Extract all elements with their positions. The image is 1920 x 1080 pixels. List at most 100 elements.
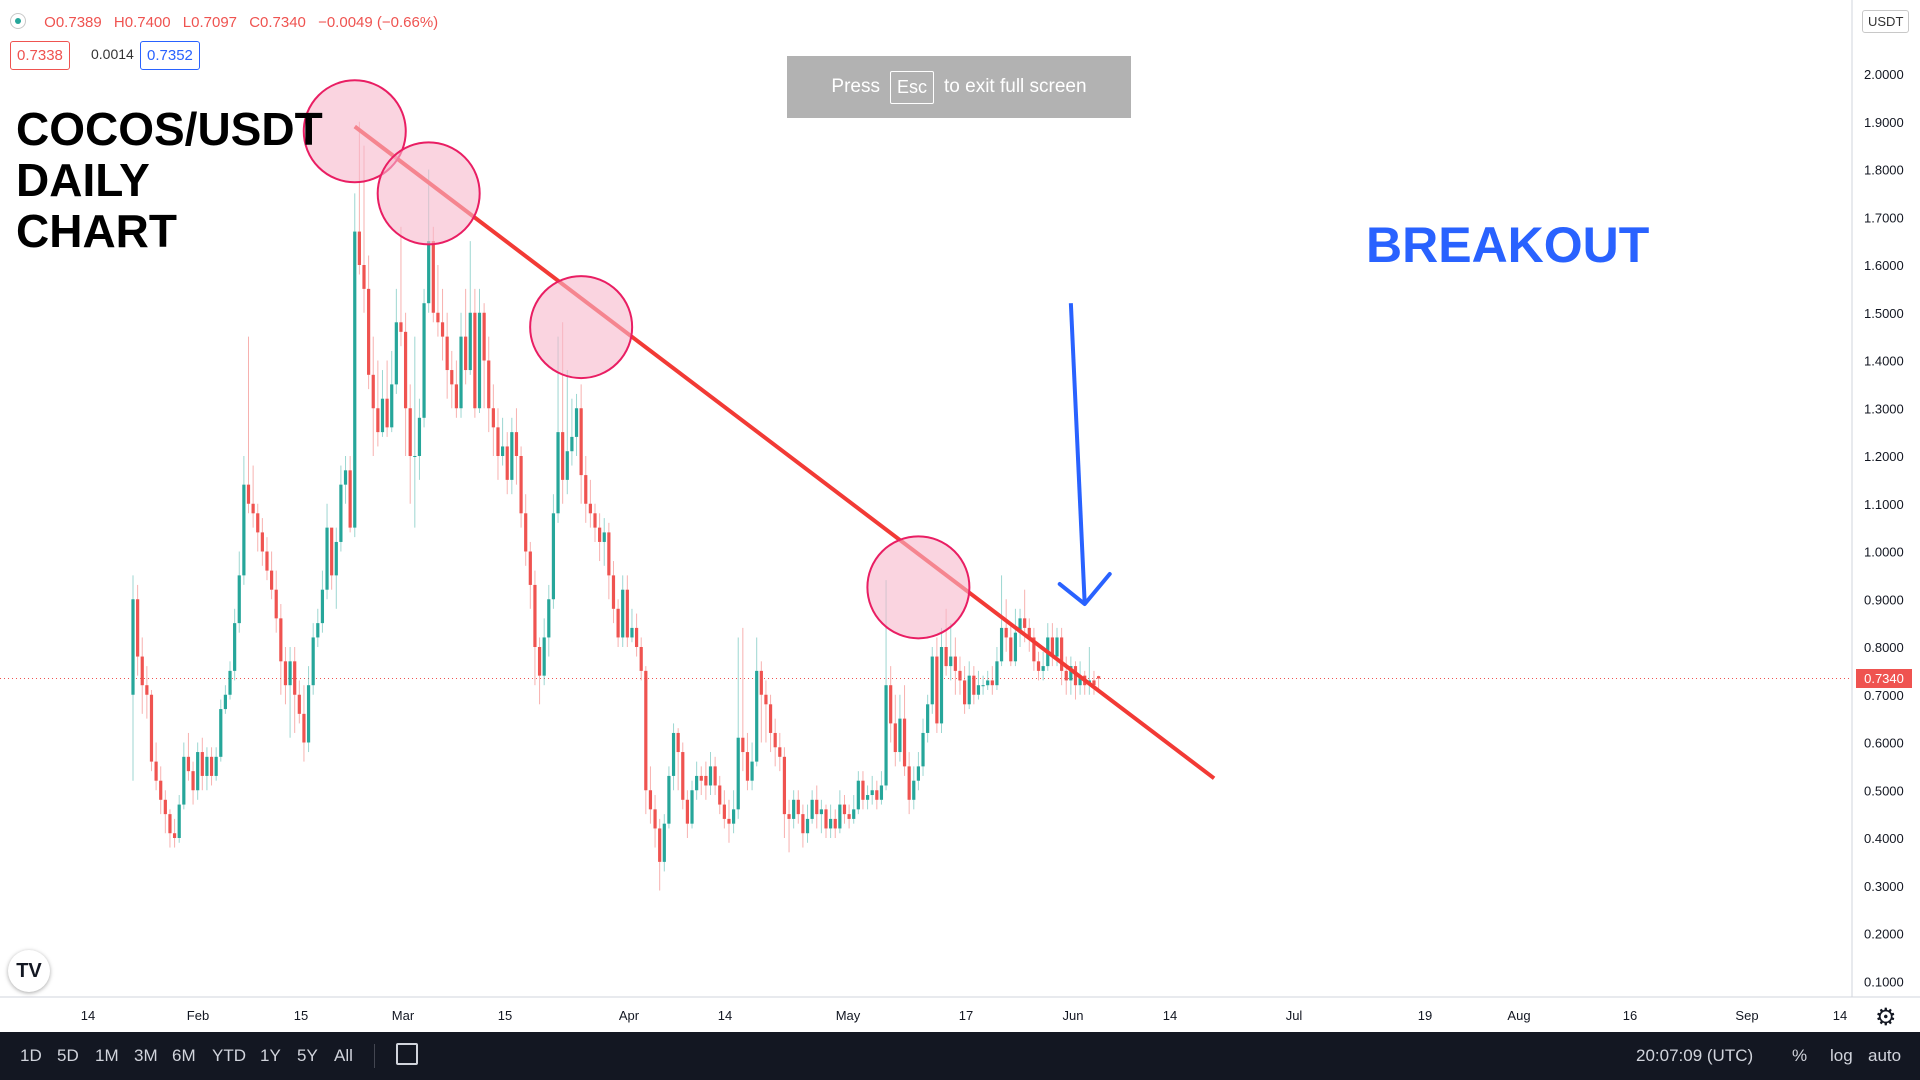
candle-body	[755, 670, 759, 762]
candle-body	[1009, 637, 1013, 662]
candle-body	[607, 532, 611, 576]
candle-body	[459, 336, 463, 409]
timeframe-5d[interactable]: 5D	[57, 1046, 79, 1065]
candle-body	[380, 398, 385, 433]
candle-body	[939, 647, 944, 724]
calendar-icon[interactable]	[396, 1043, 418, 1065]
auto-scale-toggle[interactable]: auto	[1868, 1046, 1902, 1065]
tradingview-logo-icon[interactable]: TV	[8, 950, 50, 992]
candle-body	[408, 408, 412, 456]
y-axis-tick-label: 0.1000	[1864, 974, 1904, 989]
candle-body	[986, 680, 990, 686]
sell-price-box[interactable]: 0.7338	[10, 41, 70, 70]
candle-body	[773, 732, 777, 748]
candle-body	[574, 408, 579, 437]
timeframe-1d[interactable]: 1D	[20, 1046, 42, 1065]
candle-body	[311, 637, 315, 686]
candle-body	[639, 647, 643, 671]
candle-body	[829, 818, 833, 829]
candle-body	[228, 670, 232, 695]
candle-body	[976, 685, 981, 695]
candle-body	[801, 814, 805, 834]
y-axis-tick-label: 1.0000	[1864, 545, 1904, 560]
percent-scale-toggle[interactable]: %	[1792, 1046, 1808, 1065]
gear-icon[interactable]: ⚙	[1875, 1004, 1897, 1031]
close-value: C0.7340	[249, 14, 306, 31]
timeframe-ytd[interactable]: YTD	[212, 1046, 246, 1065]
candle-body	[722, 804, 726, 819]
trendline-touch-circle	[529, 275, 634, 380]
candle-body	[713, 766, 717, 786]
candle-body	[528, 551, 532, 585]
candle-body	[440, 322, 445, 337]
candle-body	[223, 694, 227, 710]
breakout-annotation: BREAKOUT	[1366, 217, 1650, 273]
candle-body	[533, 584, 537, 647]
candle-body	[510, 432, 514, 480]
candle-body	[464, 336, 468, 371]
candle-body	[695, 775, 699, 791]
timeframe-6m[interactable]: 6M	[172, 1046, 196, 1065]
chart-axes: 2.0000 1.9000 1.8000 1.7000 1.6000 1.5000 1.40…	[81, 67, 1904, 1023]
candle-body	[1092, 680, 1096, 686]
candle-body	[357, 231, 361, 265]
candle-body	[519, 456, 523, 514]
x-axis-tick-label: May	[836, 1008, 861, 1023]
y-axis-tick-label: 1.8000	[1864, 163, 1904, 178]
candle-body	[556, 432, 560, 514]
trendline-touch-circle	[302, 79, 407, 184]
timeframe-1m[interactable]: 1M	[95, 1046, 119, 1065]
candle-body	[348, 470, 352, 528]
price-chart[interactable]: 2.0000 1.9000 1.8000 1.7000 1.6000 1.5000 1.40…	[0, 0, 1920, 1032]
y-axis-tick-label: 0.4000	[1864, 831, 1904, 846]
series-visibility-icon[interactable]	[10, 13, 26, 29]
candle-body	[172, 833, 177, 838]
buy-price-box[interactable]: 0.7352	[140, 41, 200, 70]
title-line: CHART	[16, 205, 177, 257]
candle-body	[879, 785, 884, 800]
candle-body	[334, 541, 338, 576]
x-axis-tick-label: 15	[498, 1008, 512, 1023]
candle-body	[496, 427, 500, 456]
candle-body	[136, 599, 140, 657]
x-axis-tick-label: 14	[81, 1008, 95, 1023]
candle-body	[219, 709, 223, 757]
x-axis-tick-label: 17	[959, 1008, 973, 1023]
timeframe-1y[interactable]: 1Y	[260, 1046, 281, 1065]
candle-body	[182, 756, 186, 805]
candle-body	[902, 718, 907, 767]
log-scale-toggle[interactable]: log	[1830, 1046, 1853, 1065]
timeframe-all[interactable]: All	[334, 1046, 353, 1065]
timeframe-3m[interactable]: 3M	[134, 1046, 158, 1065]
candle-body	[598, 527, 602, 542]
chart-title-annotation: COCOS/USDT DAILY CHART	[16, 104, 323, 257]
candle-body	[671, 732, 676, 776]
candle-body	[163, 799, 167, 815]
candle-body	[653, 809, 657, 829]
candle-body	[1013, 632, 1018, 662]
candle-body	[1060, 637, 1064, 671]
candle-body	[625, 589, 629, 638]
trendline-touch-circle	[866, 535, 971, 640]
candle-body	[205, 756, 209, 776]
candle-body	[842, 804, 847, 815]
currency-badge[interactable]: USDT	[1862, 10, 1910, 33]
candle-body	[131, 599, 135, 695]
candle-body	[279, 618, 283, 662]
candle-body	[963, 680, 967, 705]
utc-clock[interactable]: 20:07:09 (UTC)	[1636, 1046, 1754, 1065]
candle-body	[394, 322, 398, 385]
candle-body	[584, 475, 588, 504]
candle-body	[501, 446, 505, 456]
candle-body	[283, 661, 288, 686]
spread-value: 0.0014	[85, 41, 140, 68]
candle-body	[242, 484, 246, 576]
x-axis-tick-label: Apr	[619, 1008, 640, 1023]
candle-body	[445, 336, 449, 371]
candle-body	[399, 322, 403, 332]
candle-body	[417, 417, 422, 456]
candle-body	[186, 756, 191, 772]
candle-body	[145, 685, 149, 695]
candle-body	[436, 312, 440, 323]
timeframe-5y[interactable]: 5Y	[297, 1046, 318, 1065]
